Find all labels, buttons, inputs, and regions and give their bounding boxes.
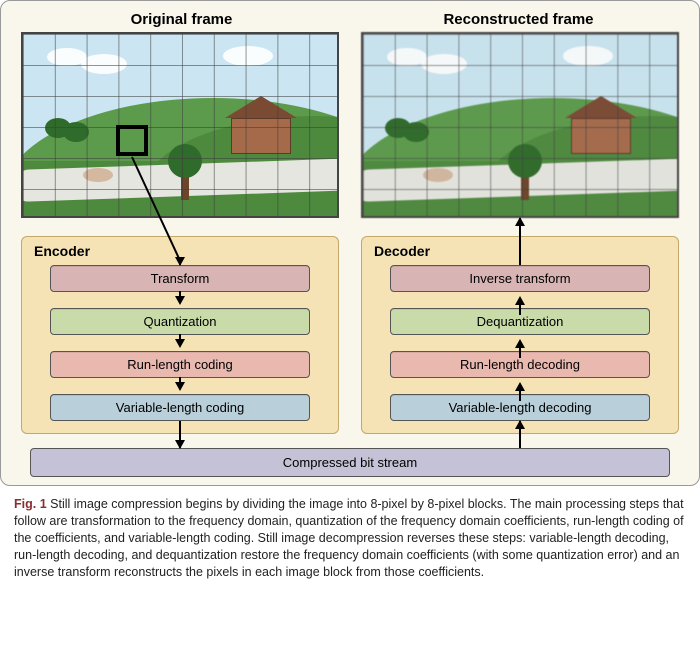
arrow-up-icon: [515, 339, 525, 348]
encoder-stage: Run-length coding: [50, 351, 310, 378]
bitstream-bar: Compressed bit stream: [30, 448, 670, 477]
caption-text: Still image compression begins by dividi…: [14, 497, 684, 579]
decoder-panel: Decoder Inverse transformDequantizationR…: [361, 236, 679, 434]
connector-line: [519, 421, 521, 448]
arrow-down-icon: [175, 382, 185, 391]
arrow-down-icon: [175, 440, 185, 449]
frames-row: [13, 32, 687, 218]
connector-line: [179, 421, 181, 448]
figure-panel: Original frame Reconstructed frame: [0, 0, 700, 486]
reconstructed-frame: [361, 32, 679, 218]
arrow-up-icon: [515, 420, 525, 429]
decoder-label: Decoder: [374, 243, 430, 259]
arrow-up-icon: [515, 296, 525, 305]
arrow-down-icon: [175, 339, 185, 348]
figure-caption: Fig. 1 Still image compression begins by…: [0, 486, 700, 594]
pipelines-row: Encoder Transform Quantization Run-length …: [13, 236, 687, 434]
encoder-stage: Quantization: [50, 308, 310, 335]
frame-titles: Original frame Reconstructed frame: [13, 11, 687, 28]
encoder-label: Encoder: [34, 243, 90, 259]
reconstructed-frame-title: Reconstructed frame: [357, 11, 681, 28]
arrow-down-icon: [175, 296, 185, 305]
caption-lead: Fig. 1: [14, 497, 47, 511]
figure-root: Original frame Reconstructed frame: [0, 0, 700, 594]
connector-line: [179, 259, 181, 265]
encoder-stage: Variable-length coding: [50, 394, 310, 421]
arrow-up-icon: [515, 382, 525, 391]
connector-line: [519, 218, 521, 265]
bitstream-label: Compressed bit stream: [283, 455, 417, 470]
arrow-down-icon: [175, 257, 185, 266]
decoder-stage: Inverse transform: [390, 265, 650, 292]
original-frame: [21, 32, 339, 218]
arrow-up-icon: [515, 217, 525, 226]
original-frame-title: Original frame: [20, 11, 344, 28]
encoder-stage: Transform: [50, 265, 310, 292]
